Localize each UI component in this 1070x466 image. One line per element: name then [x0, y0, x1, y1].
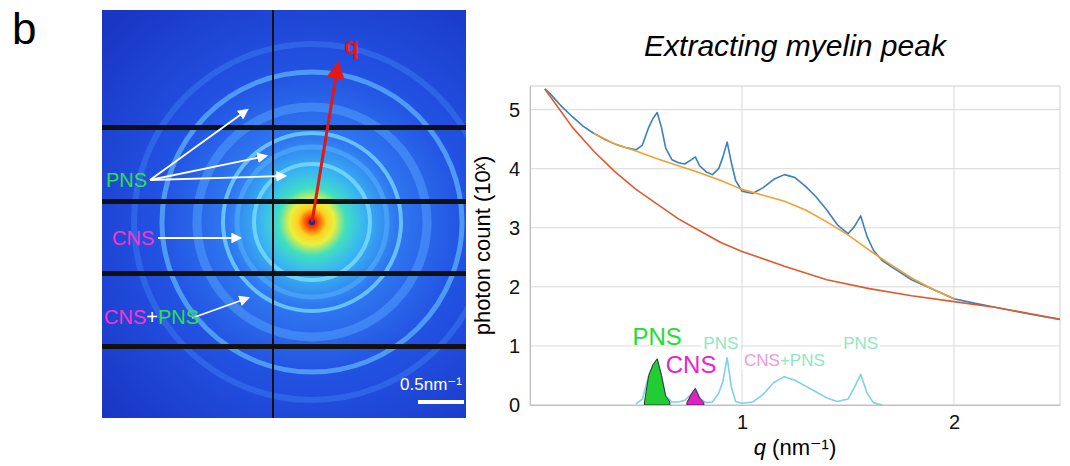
- image-label: PNS: [106, 169, 147, 191]
- chart-title: Extracting myelin peak: [644, 29, 948, 62]
- grid: [530, 86, 1060, 405]
- y-axis-line: [530, 87, 531, 406]
- peak-label-part: PNS: [843, 334, 878, 353]
- image-label-part: +: [146, 306, 158, 328]
- y-axis-title: photon count (10ˣ): [470, 156, 495, 336]
- y-grid-line: [530, 405, 1060, 406]
- x-axis-title-symbol: q: [754, 435, 767, 460]
- y-tick: 4: [509, 158, 530, 180]
- peak-label: PNS: [841, 334, 880, 353]
- y-grid-line: [530, 286, 1060, 287]
- arrow: [150, 176, 285, 180]
- detector-gap: [102, 271, 466, 276]
- plot-marks: [545, 89, 1060, 405]
- annotations: PNSCNSPNSCNS+PNSPNS: [633, 323, 881, 378]
- annotation: PNS: [633, 323, 682, 350]
- image-label: CNS+PNS: [104, 306, 199, 328]
- peak-label-text: PNS: [703, 334, 738, 353]
- panel-label: b: [12, 4, 36, 53]
- y-tick: 0: [509, 394, 530, 416]
- scatter-image: [102, 10, 466, 418]
- scale-bar-label: 0.5nm⁻¹: [400, 375, 462, 394]
- peak-label-part: PNS: [703, 334, 738, 353]
- y-tick-label: 3: [509, 217, 520, 239]
- y-grid-line: [530, 168, 1060, 169]
- peak-label-part: +PNS: [780, 351, 825, 370]
- peak-label-text: CNS+PNS: [744, 351, 825, 370]
- y-tick-label: 4: [509, 158, 520, 180]
- figure: bqPNSCNSCNS+PNS0.5nm⁻¹Extracting myelin …: [0, 0, 1070, 466]
- y-grid-line: [530, 227, 1060, 228]
- arrow: [158, 237, 240, 239]
- image-label-part: PNS: [106, 169, 147, 191]
- y-tick-label: 5: [509, 99, 520, 121]
- label-patch: [701, 334, 740, 353]
- series-line: [545, 89, 1060, 319]
- detector-gap: [102, 199, 466, 204]
- annotation: CNS: [666, 351, 717, 378]
- y-grid-line: [530, 345, 1060, 346]
- y-tick-label: 2: [509, 276, 520, 298]
- image-label-part: CNS: [104, 306, 146, 328]
- x-axis-title-rest: (nm⁻¹): [766, 435, 836, 460]
- peak-area: [687, 388, 704, 405]
- scale-bar: [418, 400, 464, 404]
- y-axis: 0 1 2 3 4 5: [509, 87, 531, 416]
- x-tick: 1: [737, 405, 748, 433]
- x-tick-label: 2: [949, 411, 960, 433]
- series-line: [545, 89, 1060, 319]
- q-label: q: [344, 32, 359, 59]
- y-tick-label: 1: [509, 335, 520, 357]
- y-tick-label: 0: [509, 394, 520, 416]
- x-tick-label: 1: [737, 411, 748, 433]
- image-label: CNS: [112, 227, 154, 249]
- series-line: [594, 133, 954, 298]
- x-tick: 2: [949, 405, 960, 433]
- peak-label: CNS+PNS: [742, 351, 827, 370]
- peak-label-part: CNS: [744, 351, 780, 370]
- peak-label: PNS: [701, 334, 740, 353]
- detector-gap: [102, 125, 466, 130]
- x-axis-title: q (nm⁻¹): [754, 435, 837, 460]
- arrow: [192, 298, 248, 318]
- arrow: [312, 64, 338, 222]
- x-axis: 12: [531, 405, 1061, 433]
- image-label-part: PNS: [158, 306, 199, 328]
- label-patch: [742, 351, 827, 370]
- image-label-part: CNS: [112, 227, 154, 249]
- plot-frame: [530, 86, 1060, 405]
- x-axis-line: [531, 405, 1061, 406]
- detector-gap: [272, 10, 274, 418]
- peak-label-text: PNS: [843, 334, 878, 353]
- label-patch: [841, 334, 880, 353]
- y-grid-line: [530, 109, 1060, 110]
- y-tick: 5: [509, 99, 530, 121]
- x-grid-line: [954, 86, 955, 405]
- detector-gap: [102, 344, 466, 349]
- y-tick: 3: [509, 217, 530, 239]
- y-tick: 1: [509, 335, 530, 357]
- y-tick: 2: [509, 276, 530, 298]
